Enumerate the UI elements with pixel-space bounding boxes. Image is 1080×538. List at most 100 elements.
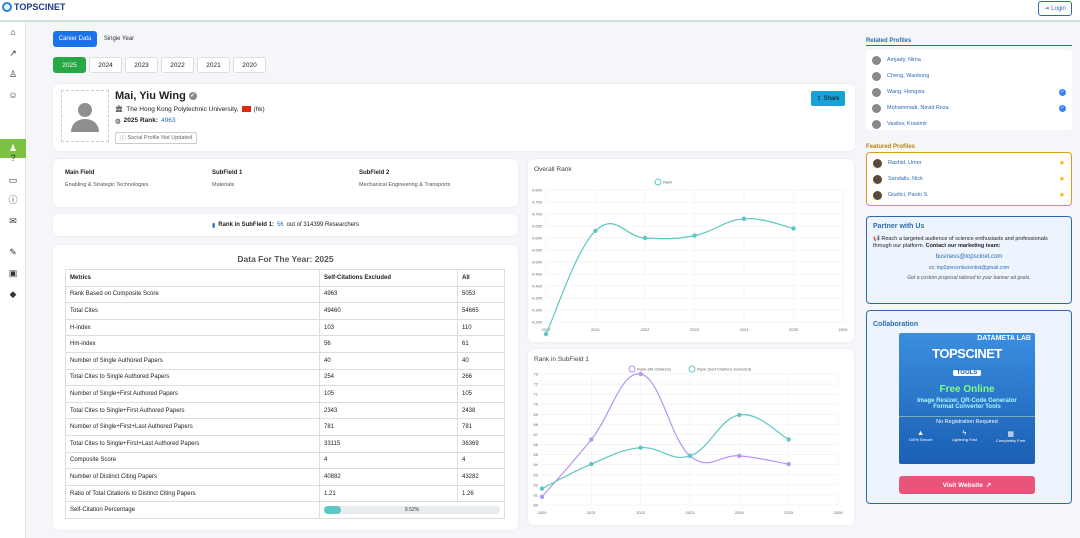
data-point [539, 486, 545, 491]
related-profile-item[interactable]: Wang, Hongxia ✓ [866, 84, 1072, 100]
y-tick-label: 4,550 [532, 248, 543, 253]
right-column: Related Profiles Amjady, Nima Cheng, Wank… [866, 22, 1072, 504]
partner-cc-email[interactable]: top2percentscientist@gmail.com [936, 265, 1010, 271]
avatar [61, 90, 109, 142]
chart-icon[interactable]: ↗ [9, 48, 17, 58]
table-row: Number of Single+First Authored Papers 10… [65, 385, 505, 403]
x-tick-label: 2023 [690, 327, 700, 332]
sidebar: ⌂ ↗ ♙ ☺ ♟ ? ▭ ⓘ ✉ ✎ ▣ ◆ [0, 22, 26, 538]
year-button-2024[interactable]: 2024 [89, 57, 122, 73]
year-button-2025[interactable]: 2025 [53, 57, 86, 73]
y-tick-label: 65 [534, 452, 539, 457]
series-line [541, 373, 789, 498]
info-icon[interactable]: ⓘ [8, 195, 18, 205]
briefcase-icon[interactable]: ▣ [8, 268, 18, 278]
year-button-2020[interactable]: 2020 [233, 57, 266, 73]
banner-line1: Image Resizer, QR-Code Generator [917, 398, 1017, 404]
profile-name: Mai, Yiu Wing [115, 90, 186, 102]
tags-icon[interactable]: ◆ [9, 289, 17, 299]
legend-label: Rank (Self Citations Excluded) [697, 367, 752, 372]
wrench-icon[interactable]: ✎ [9, 247, 17, 257]
partner-email[interactable]: business@topscinet.com [935, 254, 1003, 260]
data-point [642, 235, 648, 241]
data-point [638, 445, 643, 450]
table-row: Total Cites 49460 54665 [65, 302, 505, 320]
collab-banner[interactable]: DATAMETA LAB TOPSCINET TOOLS Free Online… [899, 333, 1035, 464]
self-citation-label: Self-Citation Percentage [65, 501, 320, 519]
login-icon: ⇥ [1044, 6, 1050, 12]
data-point [741, 216, 747, 221]
metric-all: 40 [457, 351, 505, 370]
metric-name: Number of Single Authored Papers [65, 351, 320, 370]
related-profile-item[interactable]: Amjady, Nima [866, 52, 1072, 68]
metric-name: H-index [65, 318, 320, 337]
users-icon[interactable]: ♟ [8, 143, 18, 153]
metric-self-excluded: 2343 [319, 401, 458, 420]
tab-single-year[interactable]: Single Year [103, 36, 135, 42]
x-tick-label: 2026 [839, 327, 849, 332]
y-tick-label: 67 [534, 432, 539, 437]
profile-card: Mai, Yiu Wing ✓ 🏛 The Hong Kong Polytechni… [53, 84, 855, 151]
metric-self-excluded: 4 [319, 451, 458, 470]
metrics-title: Data For The Year: 2025 [237, 254, 334, 264]
user-icon [872, 71, 881, 81]
header-self-excluded: Self-Citations Excluded [319, 269, 458, 287]
data-point [539, 494, 545, 500]
legend-marker [654, 178, 662, 186]
visit-website-button[interactable]: Visit Website ↗ [899, 476, 1035, 494]
gift-icon: ▦ [1007, 431, 1015, 438]
partner-card: Partner with Us 📢 Reach a targeted audie… [866, 216, 1072, 304]
envelope-icon[interactable]: ✉ [9, 216, 17, 226]
rank-subfield-label: Rank in SubField 1: [218, 222, 274, 228]
banner-feature-fast: ϟ Lightning Fast [951, 430, 977, 442]
metric-self-excluded: 103 [319, 318, 458, 337]
question-icon[interactable]: ? [10, 153, 16, 163]
home-icon[interactable]: ⌂ [10, 27, 16, 37]
year-button-2023[interactable]: 2023 [125, 57, 158, 73]
featured-profile-item[interactable]: Sandalis, Nick ★ [867, 171, 1071, 187]
year-button-2021[interactable]: 2021 [197, 57, 230, 73]
site-logo[interactable]: TOPSCINET [2, 2, 65, 12]
y-tick-label: 72 [534, 382, 539, 387]
collaboration-card: Collaboration DATAMETA LAB TOPSCINET TOO… [866, 310, 1072, 504]
metric-self-excluded: 781 [319, 418, 458, 436]
related-profile-item[interactable]: Mohammadi, Navid Reza ✓ [866, 100, 1072, 116]
table-row: Number of Distinct Citing Papers 40882 432… [65, 468, 505, 486]
featured-profile-item[interactable]: Rashid, Umer ★ [867, 155, 1071, 171]
table-row: Composite Score 4 4 [65, 451, 505, 470]
x-tick-label: 2023 [686, 510, 696, 515]
login-button[interactable]: ⇥ Login [1038, 1, 1072, 16]
x-tick-label: 2022 [641, 327, 651, 332]
data-point [786, 461, 791, 467]
table-row: Number of Single Authored Papers 40 40 [65, 351, 505, 370]
user-plus-icon[interactable]: ☺ [8, 90, 18, 100]
metric-name: Composite Score [65, 451, 320, 470]
self-citation-value: 9.52% [404, 507, 420, 514]
share-button[interactable]: ⇪ Share [811, 91, 845, 106]
flag-icon [241, 106, 251, 112]
metric-name: Number of Single+First+Last Authored Pap… [65, 418, 320, 436]
institution[interactable]: The Hong Kong Polytechnic University, [126, 105, 239, 113]
metric-all: 266 [457, 368, 505, 387]
tab-career-data[interactable]: Career Data [53, 31, 97, 47]
user-icon [872, 87, 881, 97]
metric-self-excluded: 105 [319, 385, 458, 403]
rank-value[interactable]: 4963 [161, 117, 176, 124]
year-button-2022[interactable]: 2022 [161, 57, 194, 73]
metric-all: 54665 [457, 302, 505, 320]
banner-free-online: Free Online [939, 384, 995, 395]
banner-top-text: DATAMETA LAB [977, 335, 1031, 342]
metric-all: 1.26 [457, 484, 505, 503]
featured-profile-item[interactable]: Giudici, Paolo S. ★ [867, 187, 1071, 203]
header-all: All [457, 269, 505, 287]
fields-card: Main Field Enabling & Strategic Technolo… [53, 159, 518, 207]
y-tick-label: 73 [534, 372, 539, 377]
award-icon[interactable]: ♙ [8, 69, 18, 79]
id-card-icon[interactable]: ▭ [8, 175, 18, 185]
related-profile-item[interactable]: Cheng, Wankong [866, 68, 1072, 84]
related-profile-item[interactable]: Vasilev, Krasimir [866, 116, 1072, 132]
legend-marker [688, 365, 696, 373]
data-point [543, 331, 549, 337]
y-tick-label: 4,500 [532, 260, 543, 265]
y-tick-label: 71 [534, 392, 539, 397]
